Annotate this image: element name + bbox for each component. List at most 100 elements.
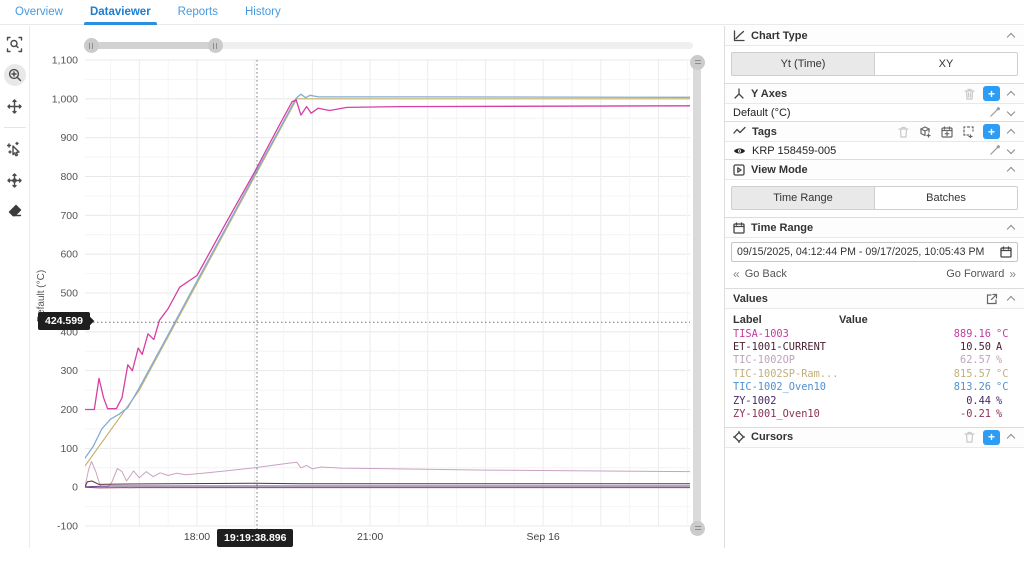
zoom-area-icon[interactable] — [4, 33, 26, 55]
tags-icon — [733, 126, 746, 137]
chart-tool-rail — [0, 26, 30, 548]
eraser-icon[interactable] — [4, 200, 26, 222]
time-range-collapse-icon[interactable] — [1006, 223, 1016, 233]
y-axis-tick-label: 100 — [60, 443, 78, 455]
tags-panel-title: Tags — [752, 125, 777, 138]
tags-add-asset-icon[interactable] — [917, 124, 933, 139]
tab-history[interactable]: History — [244, 6, 281, 18]
visibility-eye-icon[interactable] — [733, 146, 746, 156]
y-range-slider-track[interactable] — [693, 62, 701, 528]
x-axis-tick-label: Sep 16 — [526, 531, 559, 543]
value-row-value: -0.21 — [960, 408, 991, 421]
tag-row[interactable]: KRP 158459-005 — [725, 142, 1024, 159]
time-range-value: 09/15/2025, 04:12:44 PM - 09/17/2025, 10… — [737, 246, 985, 258]
values-table-row: ZY-1001_Oven10 -0.21% — [733, 407, 1016, 420]
tab-dataviewer[interactable]: Dataviewer — [83, 0, 157, 25]
y-axis-tick-label: -100 — [57, 521, 78, 533]
time-range-icon — [733, 221, 745, 234]
value-row-label: TIC-1002SP-Ram... — [733, 367, 839, 380]
x-range-slider-left-handle[interactable] — [83, 38, 99, 53]
y-range-slider-top-handle[interactable] — [690, 54, 705, 70]
open-in-new-icon[interactable] — [984, 291, 1000, 306]
series-ET-1001-CURRENT — [85, 480, 690, 488]
tags-collapse-icon[interactable] — [1006, 127, 1016, 137]
y-axis-expand-icon[interactable] — [1006, 108, 1016, 118]
value-row-value: 889.16 — [953, 327, 991, 340]
tags-delete-icon[interactable] — [895, 124, 911, 139]
y-axis-title: Default (°C) — [36, 270, 47, 322]
value-row-value: 0.44 — [966, 394, 991, 407]
x-range-slider-track[interactable] — [85, 42, 693, 49]
values-table-row: ZY-1002 0.44% — [733, 394, 1016, 407]
y-axes-panel-header: Y Axes + — [725, 83, 1024, 104]
values-table: Label Value TISA-1003 889.16 °C ET-1001-CUR… — [725, 309, 1024, 427]
pan-icon[interactable] — [4, 95, 26, 117]
tag-edit-icon[interactable] — [989, 145, 1000, 156]
tool-rail-divider — [3, 127, 26, 128]
select-sparkle-icon[interactable] — [4, 138, 26, 160]
y-axes-delete-icon[interactable] — [961, 86, 977, 101]
tab-overview[interactable]: Overview — [15, 6, 63, 18]
view-mode-icon — [733, 163, 745, 176]
y-axis-tick-label: 1,000 — [52, 93, 78, 105]
line-chart: -10001002003004005006007008009001,0001,1… — [36, 55, 690, 543]
values-table-row: ET-1001-CURRENT 10.50 A — [733, 340, 1016, 353]
y-axis-tick-label: 300 — [60, 365, 78, 377]
y-axes-icon — [733, 87, 745, 100]
y-axes-add-button[interactable]: + — [983, 86, 1000, 101]
tags-add-calendar-icon[interactable] — [939, 124, 955, 139]
y-axis-edit-icon[interactable] — [989, 107, 1000, 118]
values-col-value: Value — [839, 313, 868, 326]
chart-type-yt-button[interactable]: Yt (Time) — [731, 52, 874, 76]
series-ZY-1001_Oven10 — [85, 486, 690, 489]
zoom-in-icon[interactable] — [3, 64, 26, 86]
view-mode-batches-button[interactable]: Batches — [874, 186, 1018, 210]
chart-type-panel-header: Chart Type — [725, 26, 1024, 46]
y-range-slider-bottom-handle[interactable] — [690, 520, 705, 536]
tags-panel-header: Tags + — [725, 121, 1024, 142]
move-icon[interactable] — [4, 169, 26, 191]
value-row-label: TIC-1002OP — [733, 354, 795, 367]
tab-reports[interactable]: Reports — [177, 6, 218, 18]
y-axis-row[interactable]: Default (°C) — [725, 104, 1024, 121]
chart-type-xy-button[interactable]: XY — [874, 52, 1018, 76]
x-range-slider-selection[interactable] — [91, 42, 215, 49]
chart-type-collapse-icon[interactable] — [1006, 31, 1016, 41]
chart-type-icon — [733, 29, 745, 42]
values-panel-header: Values — [725, 288, 1024, 309]
y-axes-collapse-icon[interactable] — [1006, 89, 1016, 99]
cursors-collapse-icon[interactable] — [1006, 432, 1016, 442]
x-range-slider-right-handle[interactable] — [207, 38, 223, 53]
view-mode-collapse-icon[interactable] — [1006, 165, 1016, 175]
view-mode-time-range-button[interactable]: Time Range — [731, 186, 874, 210]
go-back-button[interactable]: « Go Back — [733, 267, 787, 281]
values-table-row: TIC-1002SP-Ram... 815.57 °C — [733, 367, 1016, 380]
go-forward-chevrons-icon: » — [1009, 267, 1016, 281]
value-row-label: ZY-1001_Oven10 — [733, 408, 820, 421]
series-ZY-1002 — [85, 485, 690, 488]
values-table-row: TISA-1003 889.16 °C — [733, 327, 1016, 340]
cursors-panel-title: Cursors — [751, 431, 794, 444]
series-TIC-1002SP-Ram... — [85, 98, 690, 467]
value-row-unit: % — [996, 408, 1003, 421]
calendar-icon[interactable] — [1000, 246, 1012, 258]
value-row-label: ET-1001-CURRENT — [733, 341, 826, 354]
view-mode-panel-header: View Mode — [725, 159, 1024, 180]
cursors-delete-icon[interactable] — [961, 430, 977, 445]
tags-add-button[interactable]: + — [983, 124, 1000, 139]
go-forward-button[interactable]: Go Forward » — [946, 267, 1016, 281]
time-range-input[interactable]: 09/15/2025, 04:12:44 PM - 09/17/2025, 10… — [731, 242, 1018, 262]
values-table-row: TIC-1002OP 62.57% — [733, 354, 1016, 367]
series-TIC-1002OP — [85, 461, 690, 488]
y-axis-tick-label: 1,100 — [52, 55, 78, 67]
tag-expand-icon[interactable] — [1006, 146, 1016, 156]
y-axis-tick-label: 200 — [60, 404, 78, 416]
settings-sidebar: Chart Type Yt (Time) XY Y Axes + Default… — [724, 26, 1024, 548]
values-collapse-icon[interactable] — [1006, 294, 1016, 304]
y-axis-tick-label: 900 — [60, 132, 78, 144]
cursors-panel-header: Cursors + — [725, 426, 1024, 448]
tags-add-selection-icon[interactable] — [961, 124, 977, 139]
cursors-add-button[interactable]: + — [983, 429, 1000, 445]
time-range-panel-header: Time Range — [725, 217, 1024, 238]
series-TIC-1002_Oven10 — [85, 93, 690, 459]
